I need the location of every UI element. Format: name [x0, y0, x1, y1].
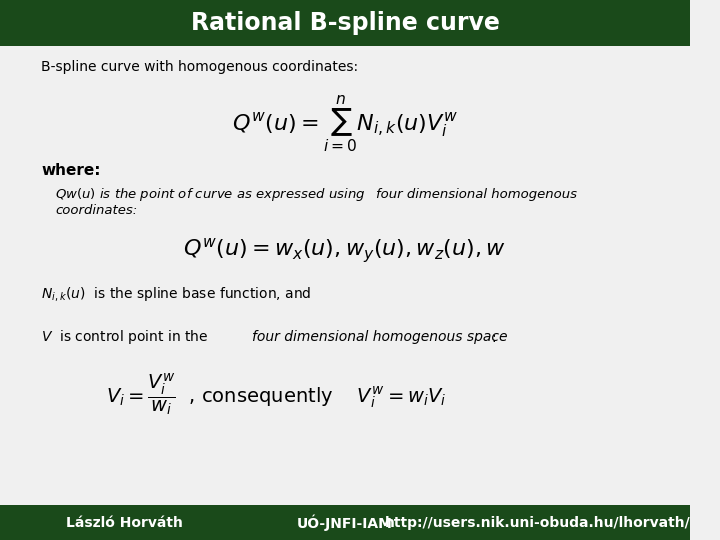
FancyBboxPatch shape — [0, 505, 690, 540]
Text: $V_i = \dfrac{V_i^{w}}{w_i}$  , consequently    $V_i^{w} = w_i V_i$: $V_i = \dfrac{V_i^{w}}{w_i}$ , consequen… — [106, 372, 446, 417]
Text: $Qw(u)$ is the point of curve as expressed using: $Qw(u)$ is the point of curve as express… — [55, 186, 366, 203]
Text: four dimensional homogenous space: four dimensional homogenous space — [252, 330, 508, 345]
Text: coordinates:: coordinates: — [55, 204, 138, 217]
Text: $V$  is control point in the: $V$ is control point in the — [41, 328, 210, 347]
Text: UÓ-JNFI-IAM: UÓ-JNFI-IAM — [297, 515, 393, 531]
Text: $Q^{w}(u)= \sum_{i=0}^{n} N_{i,k}(u)V_i^{w}$: $Q^{w}(u)= \sum_{i=0}^{n} N_{i,k}(u)V_i^… — [232, 93, 458, 155]
Text: where:: where: — [41, 163, 101, 178]
Text: $Q^{w}\left(u\right) = w_x\left(u\right), w_y\left(u\right), w_z\left(u\right), : $Q^{w}\left(u\right) = w_x\left(u\right)… — [184, 237, 506, 266]
Text: $N_{i,k}(u)$  is the spline base function, and: $N_{i,k}(u)$ is the spline base function… — [41, 285, 312, 303]
Text: :: : — [491, 330, 496, 345]
FancyBboxPatch shape — [0, 0, 690, 46]
Text: Rational B-spline curve: Rational B-spline curve — [191, 11, 500, 35]
Text: four dimensional homogenous: four dimensional homogenous — [376, 188, 577, 201]
Text: B-spline curve with homogenous coordinates:: B-spline curve with homogenous coordinat… — [41, 60, 359, 75]
Text: http://users.nik.uni-obuda.hu/lhorvath/: http://users.nik.uni-obuda.hu/lhorvath/ — [385, 516, 691, 530]
Text: László Horváth: László Horváth — [66, 516, 183, 530]
